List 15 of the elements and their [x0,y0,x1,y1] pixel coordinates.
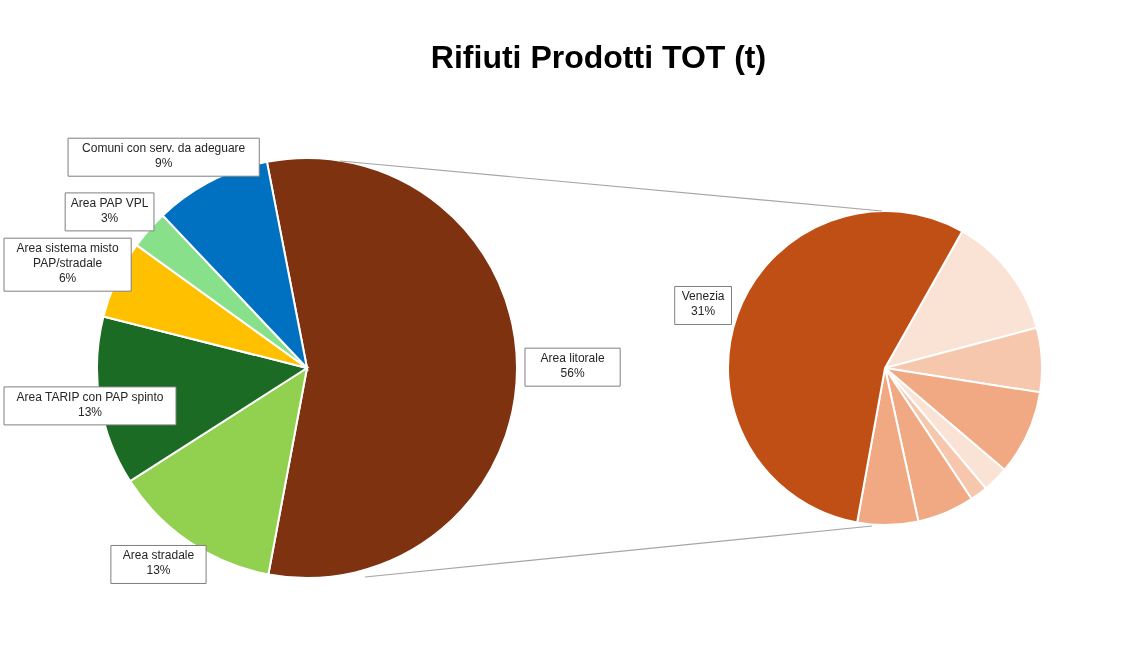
data-label: 6% [58,271,77,286]
slice-label: Area litorale [540,351,605,366]
slice-label: Area stradale [122,548,195,563]
data-label: 13% [77,404,103,419]
slice-label: Area PAP VPL [70,195,149,210]
data-label: 9% [154,156,173,171]
slice-label: Area TARIP con PAP spinto [16,389,164,404]
data-label: 56% [560,366,585,381]
data-label: 13% [146,563,171,578]
slice-label: Area sistema misto PAP/stradale [16,241,119,271]
slice-label: Venezia [681,289,725,304]
data-label: 31% [691,304,716,319]
chart-title: Rifiuti Prodotti TOT (t) [430,39,767,75]
slice-label: Comuni con serv. da adeguare [82,141,246,156]
data-label: 3% [100,210,119,225]
